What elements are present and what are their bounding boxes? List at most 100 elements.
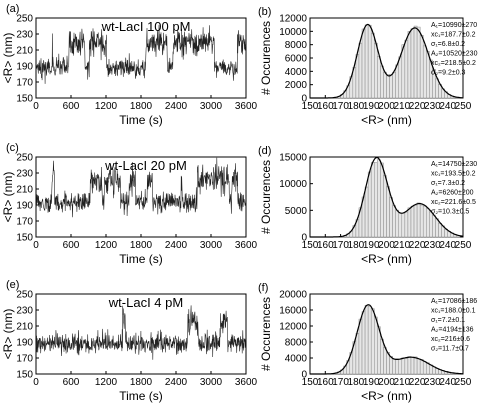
histogram-bar: [423, 206, 426, 237]
x-axis-label: Time (s): [119, 252, 163, 266]
histogram-bar: [393, 359, 396, 374]
x-axis-tick-label: 250: [455, 377, 472, 388]
histogram-bar: [374, 162, 377, 237]
fit-annotation: A₂=4194±136: [431, 327, 474, 334]
histogram-bar: [362, 312, 365, 374]
fit-annotation: xc₂=218.5±0.2: [431, 60, 476, 67]
y-axis-tick-label: 210: [16, 185, 33, 196]
y-axis-tick-label: 10000: [279, 27, 307, 38]
histogram-bar: [390, 356, 393, 374]
histogram-bar: [408, 356, 411, 374]
histogram-bar: [414, 26, 417, 98]
y-axis-tick-label: 230: [16, 306, 33, 317]
y-axis-label: <R> (nm): [1, 172, 15, 223]
panel-label: (c): [6, 142, 19, 154]
histogram-bar: [374, 43, 377, 98]
x-axis-tick-label: 3000: [200, 240, 223, 251]
y-axis-tick-label: 15000: [279, 153, 307, 164]
histogram-bar: [426, 51, 429, 98]
histogram-bar: [405, 40, 408, 98]
histogram-bar: [377, 160, 380, 237]
histogram-bar: [435, 219, 438, 237]
histogram-bar: [380, 66, 383, 98]
histogram-bar: [423, 361, 426, 374]
y-axis-tick-label: 0: [301, 94, 307, 105]
y-axis-tick-label: 190: [16, 201, 33, 212]
histogram-bar: [380, 163, 383, 237]
histogram-bar: [383, 348, 386, 374]
histogram-bar: [396, 359, 399, 374]
y-axis-label: # Occurences: [259, 160, 273, 234]
x-axis-tick-label: 1200: [95, 101, 118, 112]
x-axis-tick-label: 250: [455, 240, 472, 251]
y-axis-tick-label: 150: [16, 233, 33, 244]
histogram-bar: [435, 79, 438, 98]
y-axis-tick-label: 190: [16, 62, 33, 73]
histogram-bar: [371, 33, 374, 98]
histogram-bar: [396, 210, 399, 237]
histogram-bar: [365, 25, 368, 98]
histogram-bar: [393, 72, 396, 98]
histogram-bar: [399, 359, 402, 374]
histogram-bar: [439, 223, 442, 237]
histogram-bar: [380, 339, 383, 374]
histogram-bar: [402, 213, 405, 237]
x-axis-tick-label: 600: [63, 101, 80, 112]
fit-annotation: xc₁=188.0±0.1: [431, 308, 476, 315]
y-axis-tick-label: 8000: [285, 338, 308, 349]
y-axis-tick-label: 5000: [285, 206, 308, 217]
histogram-bar: [432, 215, 435, 237]
x-axis-tick-label: 3000: [200, 101, 223, 112]
y-axis-tick-label: 230: [16, 169, 33, 180]
panel-label: (f): [258, 282, 268, 294]
fit-annotation: A₁=10990±270: [431, 22, 477, 29]
y-axis-tick-label: 4000: [285, 354, 308, 365]
y-axis-tick-label: 2000: [285, 80, 308, 91]
fit-annotation: σ₂=11.7±0.7: [431, 346, 469, 353]
y-axis-tick-label: 250: [16, 14, 33, 25]
histogram-bar: [359, 319, 362, 374]
chart-title: wt-LacI 4 pM: [108, 295, 183, 310]
x-axis-tick-label: 0: [33, 377, 39, 388]
histogram-bar: [405, 358, 408, 374]
x-axis-tick-label: 2400: [165, 101, 188, 112]
histogram-bar: [365, 305, 368, 374]
histogram-bar: [423, 46, 426, 98]
histogram-bar: [402, 358, 405, 374]
fit-annotation: σ₁=7.3±0.2: [431, 180, 465, 187]
y-axis-tick-label: 170: [16, 78, 33, 89]
x-axis-tick-label: 3000: [200, 377, 223, 388]
hist-panel-1: 1501601701801902002102202302402500200040…: [258, 6, 478, 127]
x-axis-tick-label: 0: [33, 101, 39, 112]
histogram-bar: [417, 203, 420, 237]
hist-panel-3: 1501601701801902002102202302402500500010…: [258, 145, 477, 266]
y-axis-tick-label: 230: [16, 30, 33, 41]
histogram-bar: [383, 72, 386, 98]
y-axis-tick-label: 210: [16, 46, 33, 57]
histogram-bar: [432, 367, 435, 374]
y-axis-tick-label: 4000: [285, 67, 308, 78]
x-axis-label: <R> (nm): [361, 113, 412, 127]
histogram-bar: [368, 25, 371, 98]
histogram-bar: [414, 205, 417, 237]
histogram-bar: [417, 359, 420, 374]
fit-annotation: xc₂=221.6±0.5: [431, 199, 476, 206]
y-axis-tick-label: 12000: [279, 14, 307, 25]
x-axis-tick-label: 250: [455, 101, 472, 112]
x-axis-label: <R> (nm): [361, 389, 412, 403]
histogram-bar: [371, 309, 374, 374]
x-axis-tick-label: 1800: [130, 377, 153, 388]
histogram-bar: [411, 206, 414, 237]
histogram-bar: [390, 75, 393, 98]
panel-label: (e): [6, 279, 19, 291]
y-axis-label: # Occurences: [259, 297, 273, 371]
fit-annotation: σ₂=9.2±0.3: [431, 70, 466, 77]
y-axis-tick-label: 20000: [279, 290, 307, 301]
fit-annotation: σ₁=7.2±0.1: [431, 317, 465, 324]
panel-label: (d): [258, 145, 271, 157]
histogram-bar: [374, 317, 377, 374]
